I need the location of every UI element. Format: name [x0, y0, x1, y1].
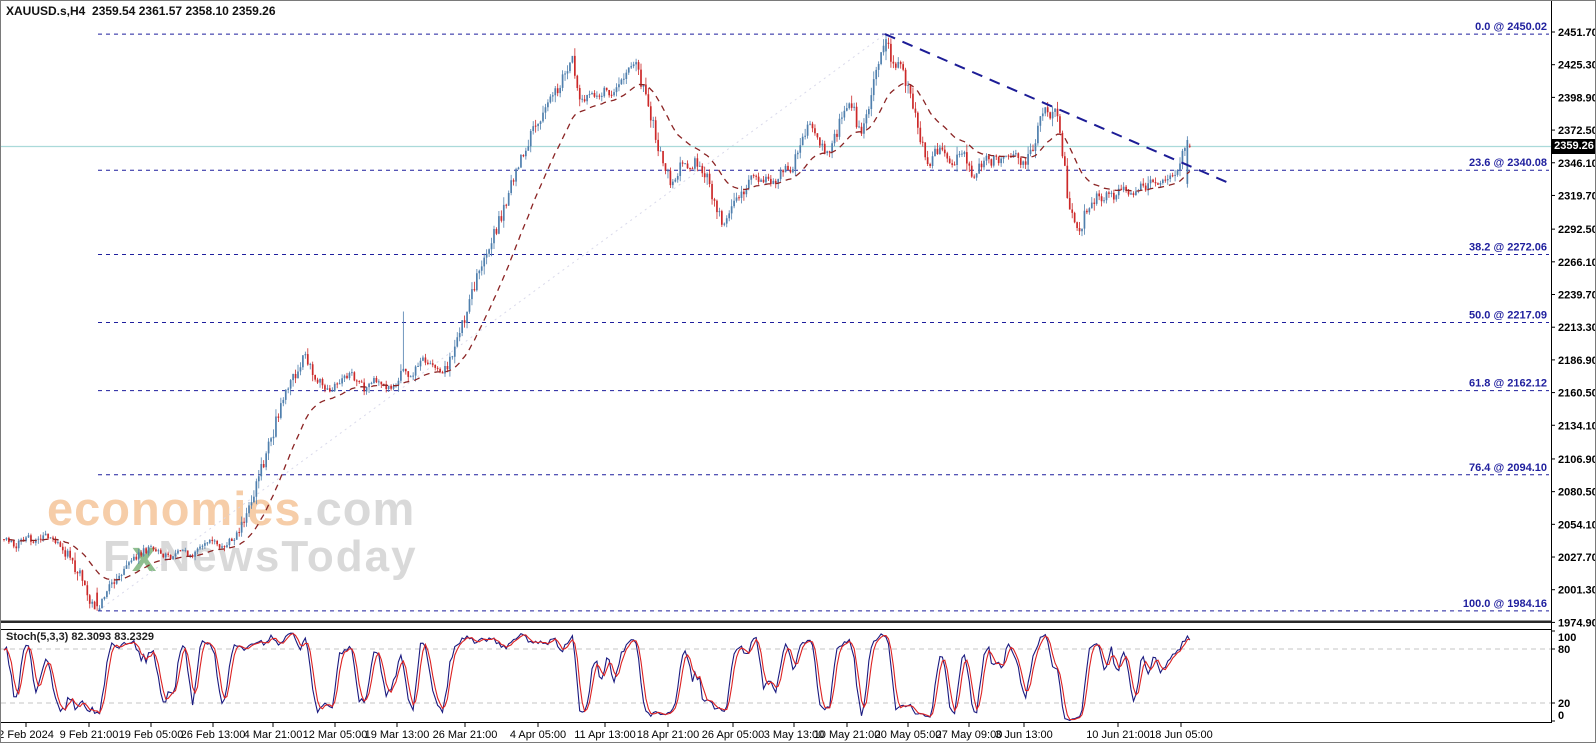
time-axis-label: 12 Mar 05:00: [303, 729, 368, 741]
bull-bodies: [5, 39, 1189, 611]
stoch-signal-line: [3, 632, 1190, 721]
fib-label-76.4: 76.4 @ 2094.10: [1469, 462, 1547, 474]
time-axis-label: 9 Feb 21:00: [60, 729, 119, 741]
price-tick-label: 2398.90: [1558, 92, 1596, 104]
fibonacci-levels: 0.0 @ 2450.02 23.6 @ 2340.08 38.2 @ 2272.0…: [98, 21, 1549, 612]
fib-label-0.0: 0.0 @ 2450.02: [1475, 21, 1547, 33]
panel-borders: [1, 1, 1552, 723]
time-axis-label: 19 Feb 05:00: [119, 729, 184, 741]
moving-average-line: [8, 82, 1191, 581]
time-axis-label: 27 May 09:00: [936, 729, 1003, 741]
time-axis-label: 3 Jun 13:00: [995, 729, 1053, 741]
price-tick-label: 2134.10: [1558, 420, 1596, 432]
current-price-tag: 2359.26: [1552, 138, 1595, 154]
time-axis-label: 4 Mar 21:00: [244, 729, 303, 741]
stoch-tick-label: 80: [1558, 644, 1570, 656]
fib-label-38.2: 38.2 @ 2272.06: [1469, 241, 1547, 253]
fib-label-100.0: 100.0 @ 1984.16: [1463, 598, 1547, 610]
price-axis[interactable]: 2451.70 2425.30 2398.90 2372.50 2346.10 2319.…: [1551, 27, 1596, 629]
price-tick-label: 2292.50: [1558, 224, 1596, 236]
symbol-ohlc-title: XAUUSD.s,H4 2359.54 2361.57 2358.10 2359…: [6, 4, 276, 18]
fib-label-61.8: 61.8 @ 2162.12: [1469, 378, 1547, 390]
time-axis-label: 19 Mar 13:00: [365, 729, 430, 741]
price-tick-label: 1974.90: [1558, 617, 1596, 629]
bull-wicks: [6, 34, 1188, 609]
fib-label-23.6: 23.6 @ 2340.08: [1469, 157, 1547, 169]
time-axis-label: 3 May 13:00: [764, 729, 825, 741]
watermark-tagline-rest: NewsToday: [158, 532, 418, 581]
price-tick-label: 2186.90: [1558, 355, 1596, 367]
watermark-tagline: FxNewsToday: [103, 535, 418, 579]
price-tick-label: 2451.70: [1558, 27, 1596, 39]
watermark-brand-suffix: .com: [301, 482, 416, 535]
candlestick-series: [3, 34, 1191, 611]
price-tick-label: 2319.70: [1558, 190, 1596, 202]
price-tick-label: 2027.70: [1558, 552, 1596, 564]
price-tick-label: 2080.50: [1558, 487, 1596, 499]
time-axis-label: 18 Jun 05:00: [1149, 729, 1213, 741]
time-axis-label: 26 Apr 05:00: [702, 729, 764, 741]
time-axis-label: 10 May 21:00: [814, 729, 881, 741]
price-tick-label: 2425.30: [1558, 60, 1596, 72]
time-axis-label: 2 Feb 2024: [1, 729, 54, 741]
bear-bodies: [3, 42, 1191, 610]
time-axis-label: 4 Apr 05:00: [510, 729, 566, 741]
price-tick-label: 2160.50: [1558, 388, 1596, 400]
price-tick-label: 2372.50: [1558, 125, 1596, 137]
time-axis-label: 20 May 05:00: [875, 729, 942, 741]
trendline[interactable]: [884, 33, 1232, 185]
time-axis-label: 10 Jun 21:00: [1086, 729, 1150, 741]
price-tick-label: 2266.10: [1558, 257, 1596, 269]
fib-label-50.0: 50.0 @ 2217.09: [1469, 310, 1547, 322]
stoch-tick-label: 20: [1558, 698, 1570, 710]
time-axis-label: 26 Mar 21:00: [433, 729, 498, 741]
price-tick-label: 2106.90: [1558, 454, 1596, 466]
time-axis-label: 18 Apr 21:00: [637, 729, 699, 741]
stoch-tick-label: 0: [1558, 710, 1564, 722]
time-axis-label: 26 Feb 13:00: [181, 729, 246, 741]
price-tick-label: 2213.30: [1558, 322, 1596, 334]
panel-separator[interactable]: [1, 620, 1551, 624]
price-tick-label: 2054.10: [1558, 519, 1596, 531]
stoch-main-line: [3, 632, 1191, 722]
price-tick-label: 2239.70: [1558, 290, 1596, 302]
watermark-tagline-f: F: [103, 532, 132, 581]
price-tick-label: 2346.10: [1558, 158, 1596, 170]
price-tick-label: 2001.30: [1558, 585, 1596, 597]
bear-wicks: [3, 37, 1191, 611]
stoch-tick-label: 100: [1558, 632, 1576, 644]
stochastic-indicator-label: Stoch(5,3,3) 82.3093 83.2329: [6, 631, 154, 643]
time-axis-label: 11 Apr 13:00: [574, 729, 636, 741]
